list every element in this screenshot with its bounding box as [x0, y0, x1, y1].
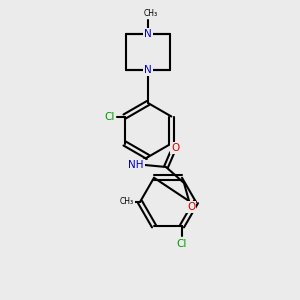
Text: Cl: Cl: [104, 112, 115, 122]
Text: CH₃: CH₃: [144, 10, 158, 19]
Text: Cl: Cl: [177, 239, 187, 249]
Text: NH: NH: [128, 160, 144, 170]
Text: N: N: [144, 65, 152, 75]
Text: CH₃: CH₃: [120, 196, 134, 206]
Text: O: O: [187, 202, 195, 212]
Text: N: N: [144, 29, 152, 39]
Text: O: O: [171, 143, 179, 153]
